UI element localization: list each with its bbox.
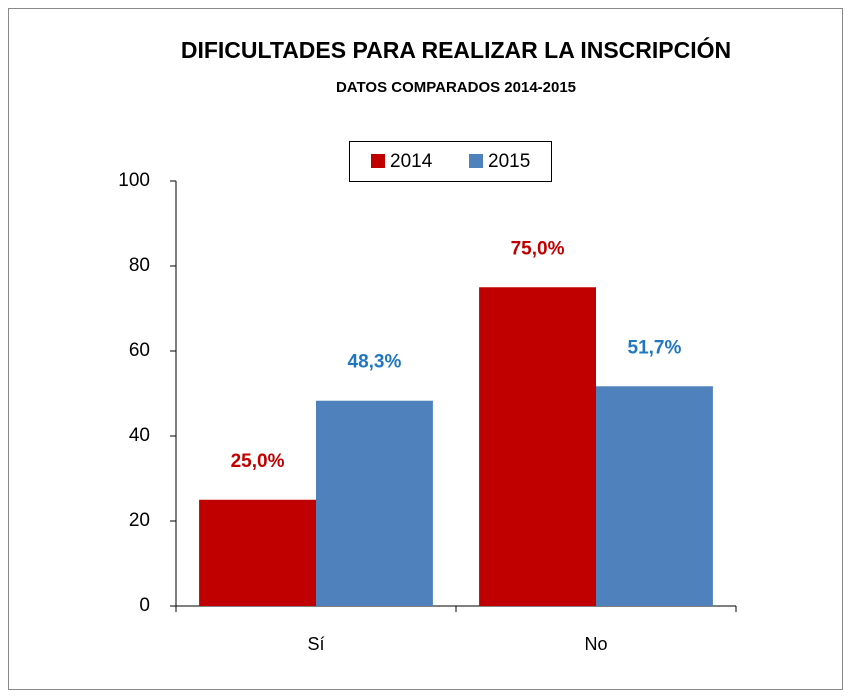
legend-label: 2015 bbox=[488, 151, 530, 172]
data-label: 48,3% bbox=[348, 352, 402, 373]
y-tick-label: 0 bbox=[139, 595, 150, 616]
x-tick-label: Sí bbox=[307, 634, 324, 654]
y-tick-label: 40 bbox=[129, 425, 150, 446]
y-tick-label: 100 bbox=[118, 170, 150, 191]
chart-subtitle: DATOS COMPARADOS 2014-2015 bbox=[336, 79, 576, 96]
legend-swatch bbox=[371, 154, 385, 168]
bar bbox=[479, 287, 596, 606]
legend-label: 2014 bbox=[390, 151, 433, 172]
bar bbox=[199, 499, 316, 606]
x-tick-label: No bbox=[584, 634, 607, 654]
y-tick-label: 60 bbox=[129, 340, 150, 361]
legend-swatch bbox=[469, 154, 483, 168]
data-label: 75,0% bbox=[511, 238, 565, 259]
bar bbox=[596, 386, 713, 606]
data-label: 51,7% bbox=[628, 337, 682, 358]
y-tick-label: 80 bbox=[129, 255, 150, 276]
data-label: 25,0% bbox=[231, 451, 285, 472]
bar bbox=[316, 400, 433, 606]
y-tick-label: 20 bbox=[129, 510, 150, 531]
chart-title: DIFICULTADES PARA REALIZAR LA INSCRIPCIÓ… bbox=[181, 36, 731, 63]
